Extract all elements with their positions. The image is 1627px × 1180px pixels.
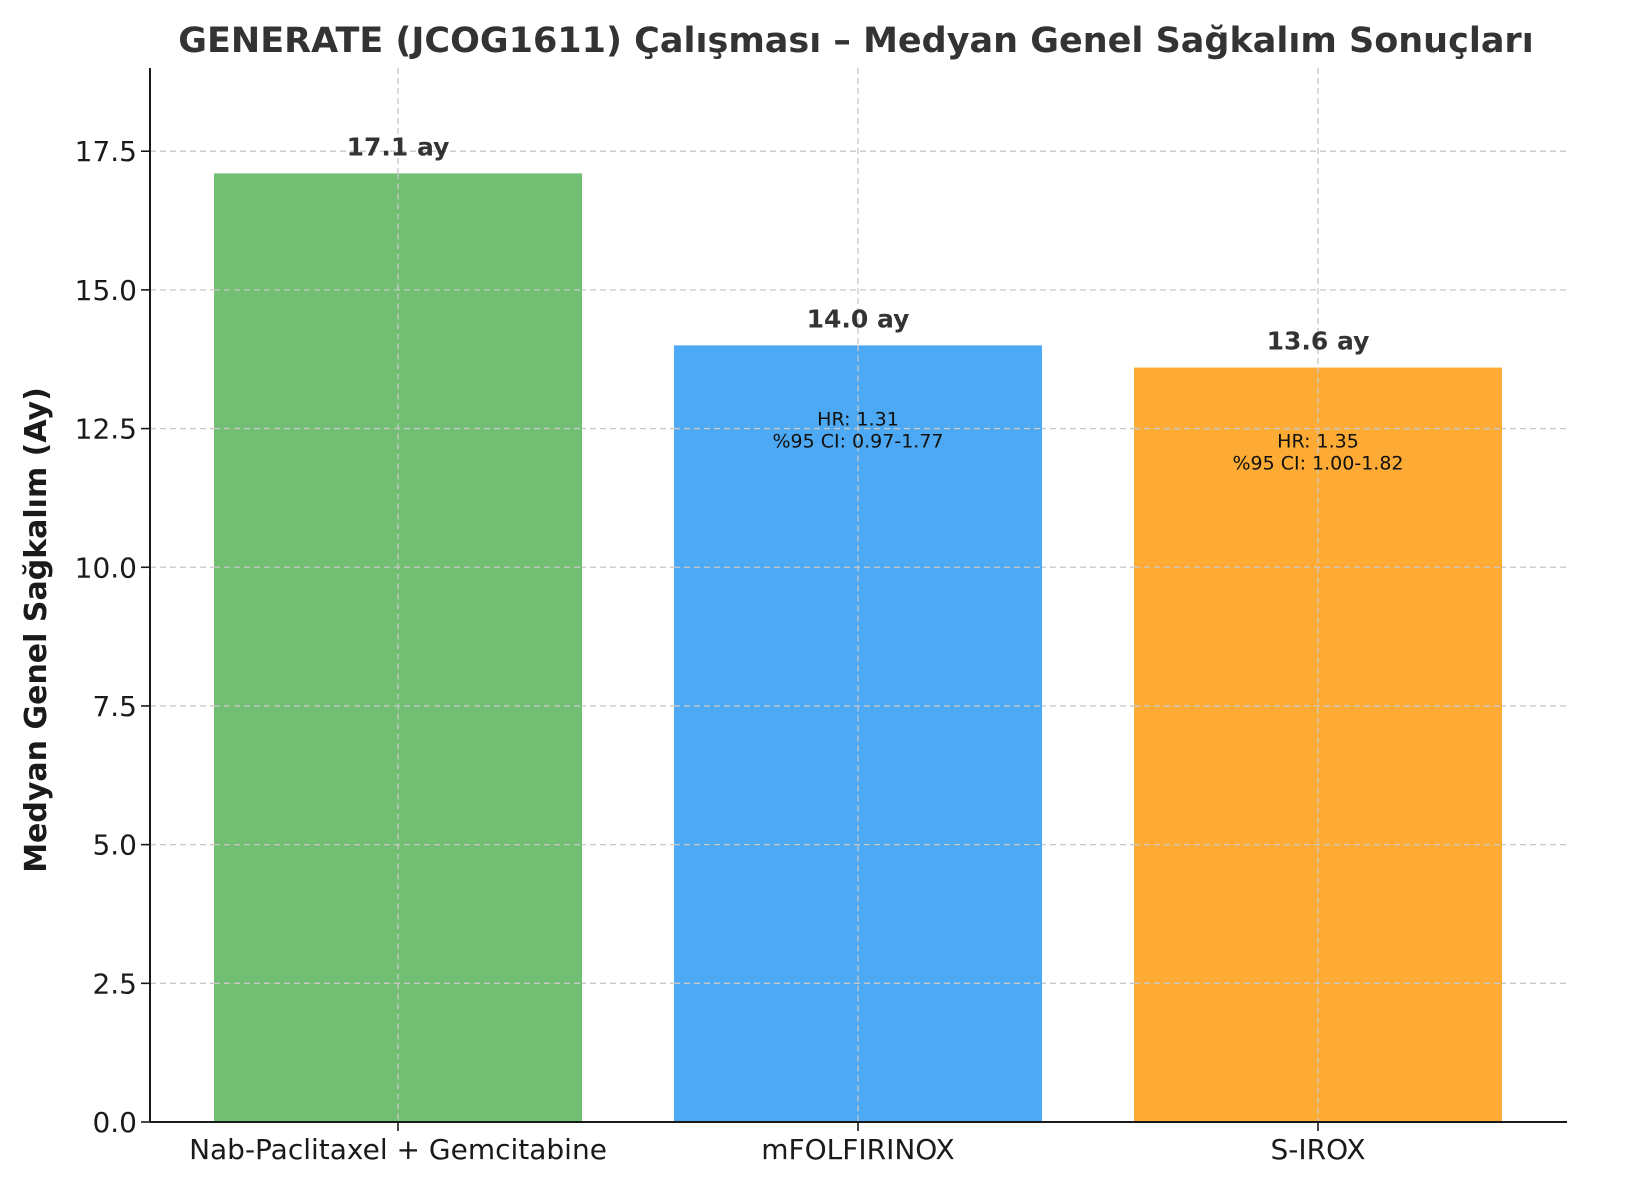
x-tick-label: mFOLFIRINOX	[761, 1133, 954, 1166]
ci-label: %95 CI: 1.00-1.82	[1232, 453, 1403, 475]
y-tick-label: 0.0	[92, 1106, 137, 1139]
y-tick-label: 12.5	[75, 413, 137, 446]
y-axis-label: Medyan Genel Sağkalım (Ay)	[19, 387, 54, 873]
ci-label: %95 CI: 0.97-1.77	[772, 430, 943, 452]
x-tick-label: S-IROX	[1270, 1133, 1365, 1166]
y-tick-label: 2.5	[92, 967, 137, 1000]
bar-value-label: 17.1 ay	[347, 132, 450, 161]
chart-title: GENERATE (JCOG1611) Çalışması – Medyan G…	[178, 21, 1533, 61]
bars	[214, 173, 1502, 1123]
y-tick-label: 17.5	[75, 135, 137, 168]
hr-label: HR: 1.31	[817, 408, 899, 430]
hr-label: HR: 1.35	[1277, 431, 1359, 453]
labels: 17.1 ay 14.0 ay 13.6 ay HR: 1.31%95 CI: 0.9…	[347, 132, 1404, 474]
y-tick-label: 7.5	[92, 690, 137, 723]
y-tick-label: 15.0	[75, 274, 137, 307]
y-tick-label: 5.0	[92, 829, 137, 862]
axes: 0.0 2.5 5.0 7.5 10.0 12.5 15.0 17.5 Nab-Paclitax…	[75, 68, 1567, 1166]
bar-value-label: 14.0 ay	[807, 304, 910, 333]
x-tick-label: Nab-Paclitaxel + Gemcitabine	[189, 1133, 607, 1166]
bar-value-label: 13.6 ay	[1267, 327, 1370, 356]
bar	[674, 345, 1042, 1122]
y-tick-label: 10.0	[75, 551, 137, 584]
